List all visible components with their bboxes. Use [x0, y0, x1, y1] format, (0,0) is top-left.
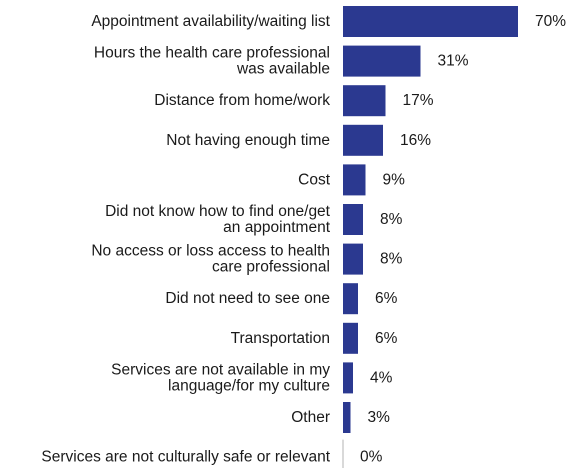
bar — [343, 322, 358, 354]
bar — [343, 283, 358, 315]
bar — [343, 243, 363, 275]
bar — [343, 402, 351, 433]
data-label: 0% — [360, 449, 383, 466]
category-tick-label: Appointment availability/waiting list — [91, 13, 330, 30]
data-label: 17% — [403, 92, 434, 109]
category-tick-label: care professional — [212, 259, 330, 276]
data-label: 9% — [383, 171, 406, 188]
category-tick-label: Hours the health care professional — [94, 45, 330, 62]
bar — [343, 45, 421, 77]
category-tick-label: Did not know how to find one/get — [105, 203, 331, 220]
bars-group — [343, 6, 518, 433]
data-label: 31% — [438, 53, 469, 70]
category-tick-label: Not having enough time — [166, 132, 330, 149]
category-labels-group: Appointment availability/waiting list Hou… — [41, 13, 330, 466]
bar — [343, 6, 518, 37]
category-tick-label: Cost — [298, 171, 331, 188]
data-label: 3% — [368, 409, 391, 426]
data-label: 4% — [370, 369, 393, 386]
value-labels-group: 70% 31% 17% 16% 9% 8% 8% 6% 6% 4% 3% 0% — [360, 13, 566, 466]
category-tick-label: an appointment — [223, 219, 331, 236]
data-label: 8% — [380, 251, 403, 268]
category-tick-label: Transportation — [231, 330, 330, 347]
bar — [343, 85, 386, 117]
bar — [343, 124, 383, 156]
bar — [343, 164, 366, 196]
bar — [343, 204, 363, 235]
data-label: 6% — [375, 330, 398, 347]
category-tick-label: was available — [236, 61, 330, 78]
category-tick-label: Services are not available in my — [111, 361, 330, 378]
category-tick-label: Did not need to see one — [165, 290, 330, 307]
category-tick-label: Other — [291, 409, 330, 426]
category-tick-label: No access or loss access to health — [91, 243, 330, 260]
category-tick-label: language/for my culture — [168, 377, 330, 394]
data-label: 8% — [380, 211, 403, 228]
data-label: 16% — [400, 132, 431, 149]
category-tick-label: Distance from home/work — [154, 92, 330, 109]
data-label: 6% — [375, 290, 398, 307]
data-label: 70% — [535, 13, 566, 30]
category-tick-label: Services are not culturally safe or rele… — [41, 449, 330, 466]
bar — [343, 362, 353, 394]
